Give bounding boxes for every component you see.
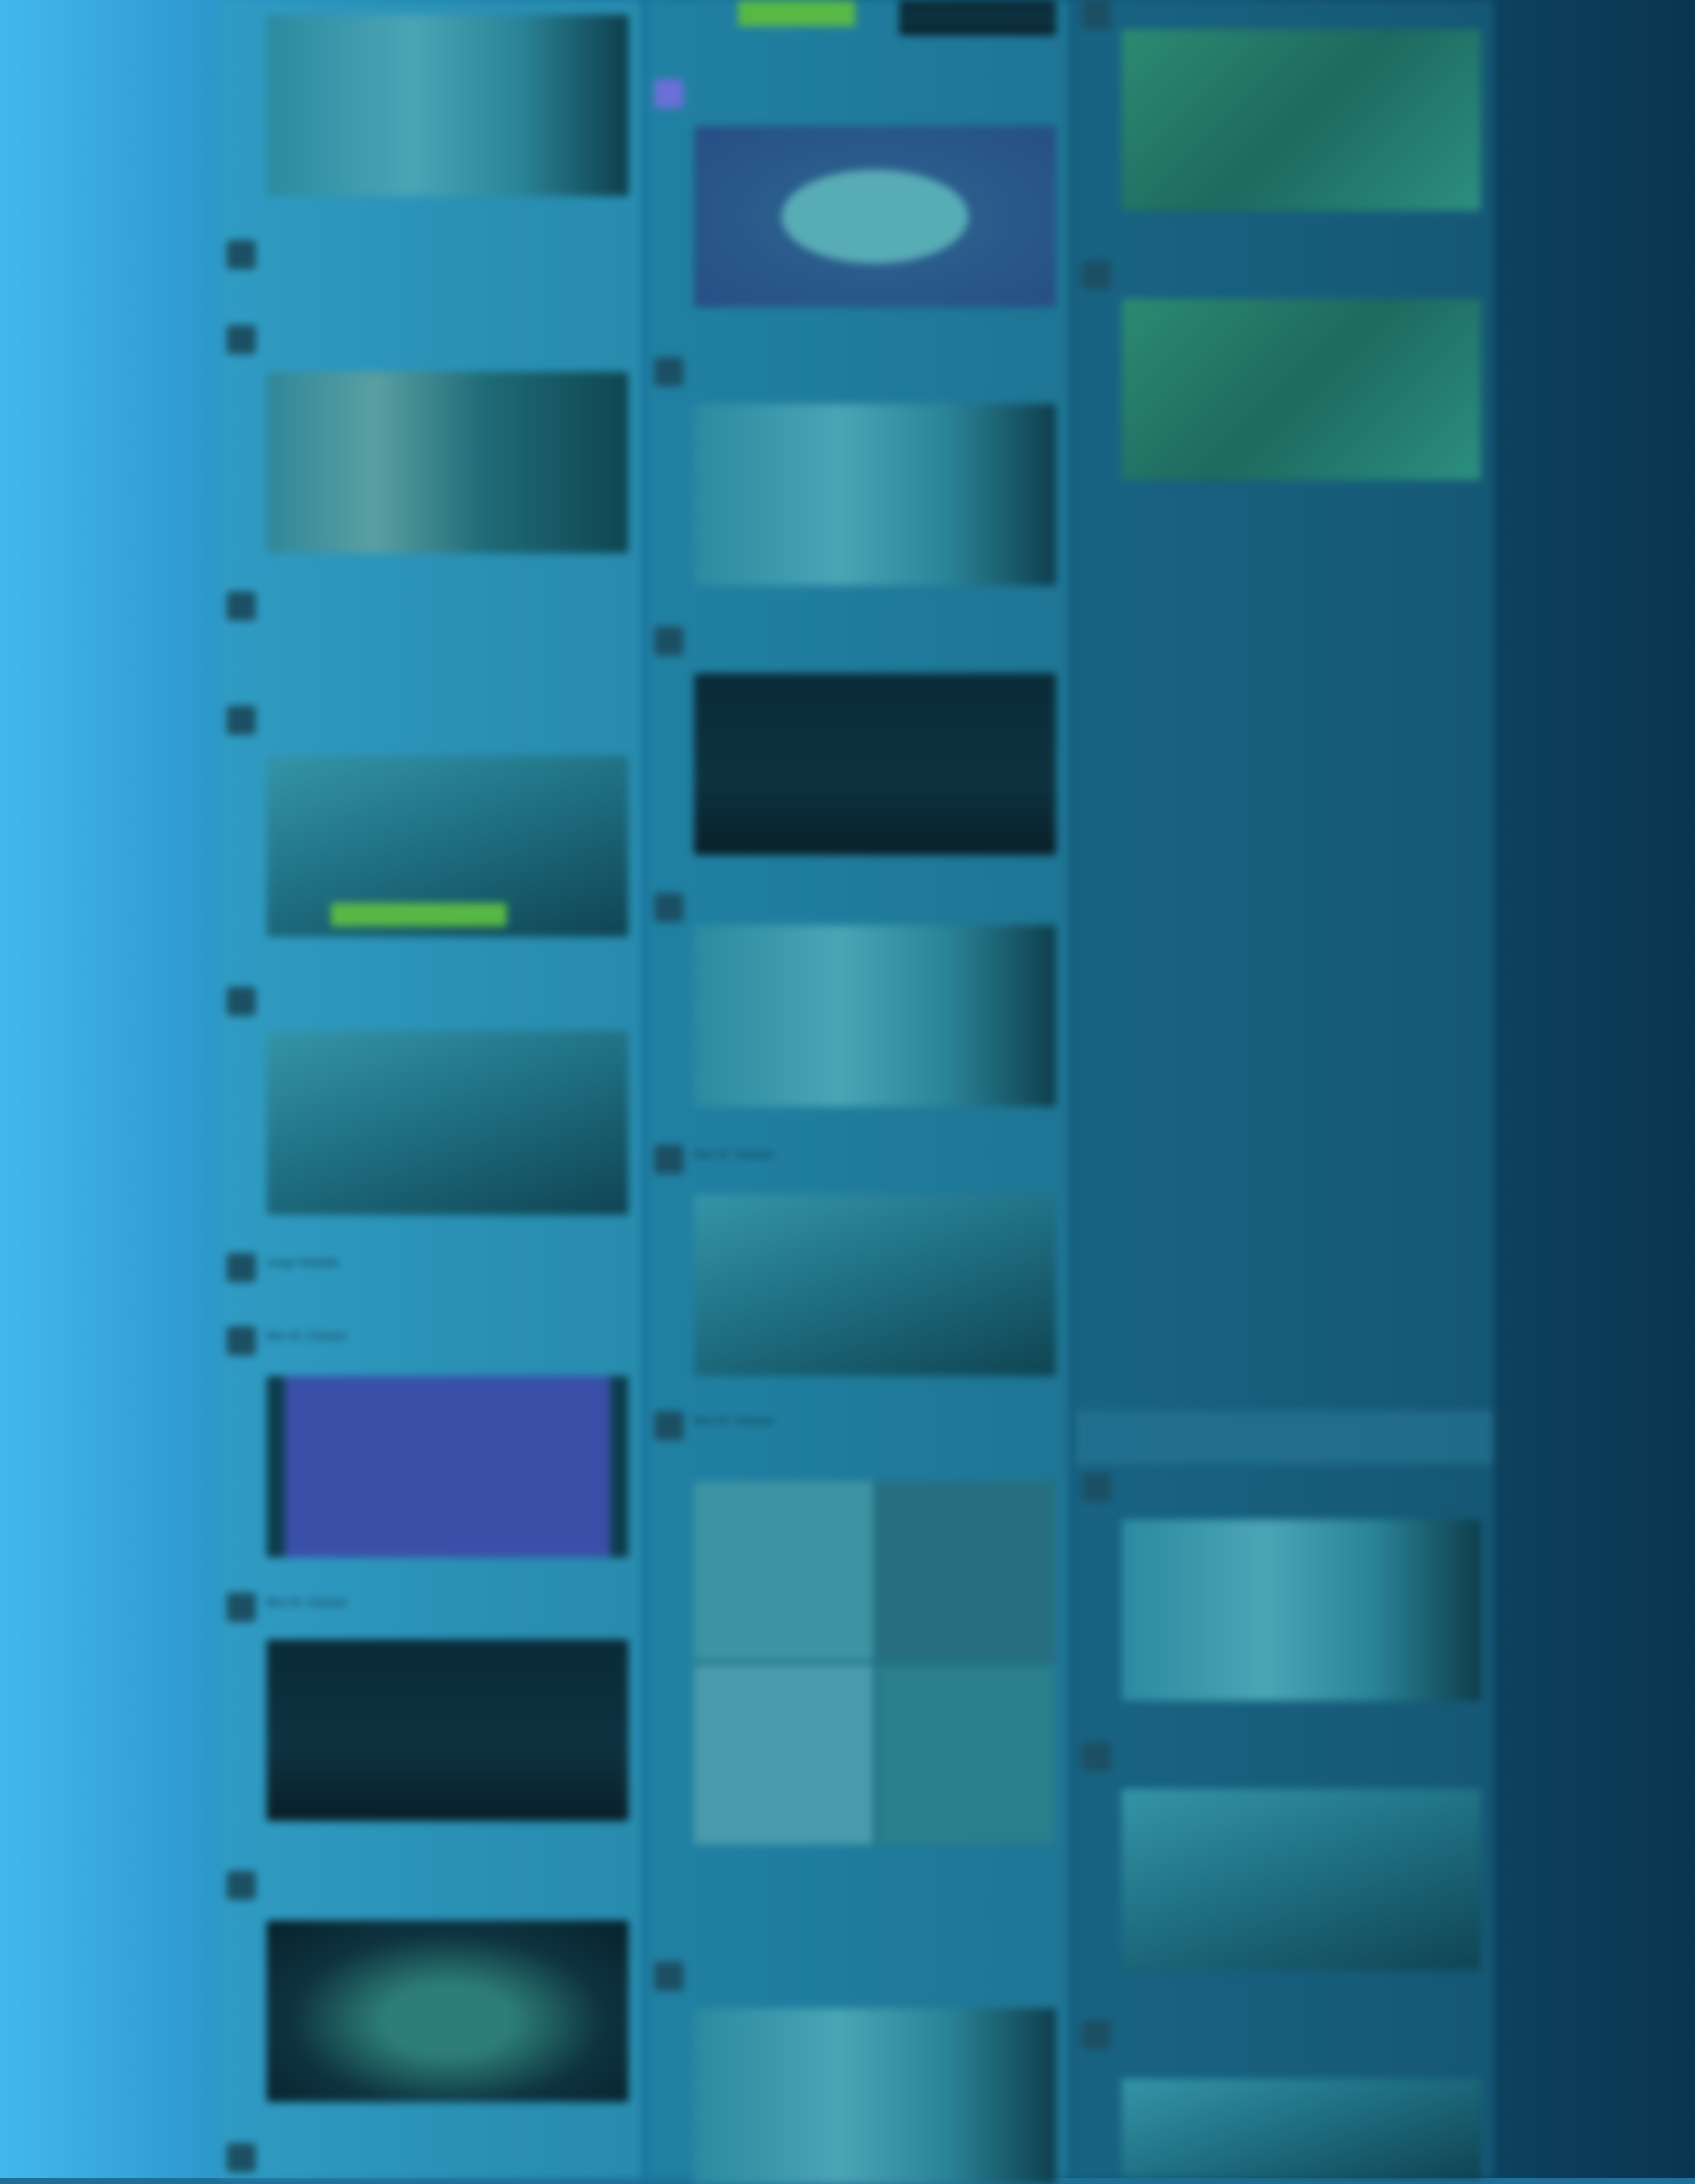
- tweet-card[interactable]: [1075, 1473, 1494, 1707]
- avatar[interactable]: [227, 240, 256, 269]
- progress-bar: [331, 903, 507, 926]
- tweet-image[interactable]: [1122, 1519, 1481, 1701]
- avatar[interactable]: [654, 893, 684, 922]
- tweet-card[interactable]: [220, 2143, 641, 2178]
- collage-image[interactable]: [877, 1481, 1056, 1661]
- tweet-card[interactable]: Ben M. Gaisser: [220, 1326, 641, 1560]
- tweet-image[interactable]: [899, 0, 1056, 35]
- avatar[interactable]: [654, 357, 684, 386]
- timeline-column-1: Jorge Redalla Ben M. Gaisser Ben M. Gais…: [220, 0, 641, 2178]
- tweet-card[interactable]: [220, 591, 641, 673]
- avatar[interactable]: [227, 706, 256, 735]
- tweet-card[interactable]: [220, 1871, 641, 2117]
- tweet-image[interactable]: [266, 1031, 628, 1215]
- avatar[interactable]: [227, 1871, 256, 1900]
- tweet-image[interactable]: [266, 1639, 628, 1821]
- tweet-author[interactable]: Ben M. Gaisser: [694, 1148, 775, 1161]
- tweet-image[interactable]: [694, 404, 1056, 586]
- tweet-image[interactable]: [266, 1376, 628, 1557]
- avatar[interactable]: [654, 79, 684, 108]
- tweet-image[interactable]: [694, 2008, 1056, 2184]
- tweet-card[interactable]: [647, 893, 1069, 1121]
- avatar[interactable]: [227, 591, 256, 621]
- tweet-image[interactable]: [266, 15, 628, 196]
- tweet-card[interactable]: [1075, 0, 1494, 222]
- avatar[interactable]: [227, 987, 256, 1016]
- tweet-author[interactable]: Ben M. Gaisser: [694, 1415, 775, 1428]
- avatar[interactable]: [227, 1593, 256, 1622]
- tweet-card[interactable]: [220, 240, 641, 310]
- tweet-image[interactable]: [694, 1194, 1056, 1376]
- tweet-image[interactable]: [694, 673, 1056, 855]
- tweet-card[interactable]: [647, 1962, 1069, 2184]
- tweet-card[interactable]: [220, 0, 641, 211]
- tweet-card[interactable]: [1075, 2020, 1494, 2178]
- avatar[interactable]: [654, 1411, 684, 1440]
- timeline-column-3: [1075, 0, 1494, 2178]
- tweet-card[interactable]: Ben M. Gaisser: [647, 1145, 1069, 1379]
- tweet-author[interactable]: Jorge Redalla: [266, 1257, 339, 1269]
- tweet-author[interactable]: Ben M. Gaisser: [266, 1596, 347, 1609]
- tweet-image-collage[interactable]: [694, 1481, 1056, 1844]
- avatar[interactable]: [227, 1253, 256, 1282]
- tweet-card[interactable]: Ben M. Gaisser: [220, 1593, 641, 1827]
- tweet-image[interactable]: [694, 126, 1056, 307]
- tweet-card[interactable]: [1075, 1742, 1494, 1976]
- tweet-image[interactable]: [266, 755, 628, 937]
- tweet-card[interactable]: [1075, 261, 1494, 495]
- avatar[interactable]: [1082, 2020, 1111, 2049]
- tweet-author[interactable]: Ben M. Gaisser: [266, 1330, 347, 1343]
- tweet-image[interactable]: [1122, 2079, 1481, 2178]
- collage-image[interactable]: [694, 1481, 873, 1661]
- tweet-image[interactable]: [1122, 299, 1481, 480]
- avatar[interactable]: [1082, 0, 1111, 29]
- tweet-image[interactable]: [266, 372, 628, 553]
- timeline-banner: [1075, 1411, 1494, 1464]
- avatar[interactable]: [227, 1326, 256, 1355]
- blurred-timeline: Jorge Redalla Ben M. Gaisser Ben M. Gais…: [220, 0, 1494, 2184]
- tweet-image[interactable]: [1122, 1789, 1481, 1970]
- tweet-card[interactable]: Jorge Redalla: [220, 1253, 641, 1312]
- tweet-card[interactable]: Ben M. Gaisser: [647, 1411, 1069, 1926]
- avatar[interactable]: [1082, 1742, 1111, 1771]
- tweet-image[interactable]: [694, 925, 1056, 1107]
- tweet-card[interactable]: [647, 357, 1069, 591]
- avatar[interactable]: [1082, 261, 1111, 290]
- avatar[interactable]: [654, 627, 684, 656]
- avatar[interactable]: [654, 1962, 684, 1991]
- tweet-card[interactable]: [220, 706, 641, 951]
- timeline-column-2: Ben M. Gaisser Ben M. Gaisser: [647, 0, 1069, 2184]
- avatar[interactable]: [227, 2143, 256, 2172]
- tweet-image[interactable]: [738, 0, 855, 26]
- tweet-card[interactable]: [647, 627, 1069, 861]
- collage-image[interactable]: [877, 1665, 1056, 1844]
- collage-image[interactable]: [694, 1665, 873, 1844]
- tweet-card[interactable]: [647, 0, 1069, 35]
- avatar[interactable]: [654, 1145, 684, 1174]
- tweet-card[interactable]: [220, 987, 641, 1233]
- tweet-card[interactable]: [647, 79, 1069, 313]
- avatar[interactable]: [227, 325, 256, 354]
- tweet-image[interactable]: [266, 1921, 628, 2102]
- tweet-image[interactable]: [1122, 29, 1481, 211]
- tweet-card[interactable]: [220, 325, 641, 559]
- avatar[interactable]: [1082, 1473, 1111, 1502]
